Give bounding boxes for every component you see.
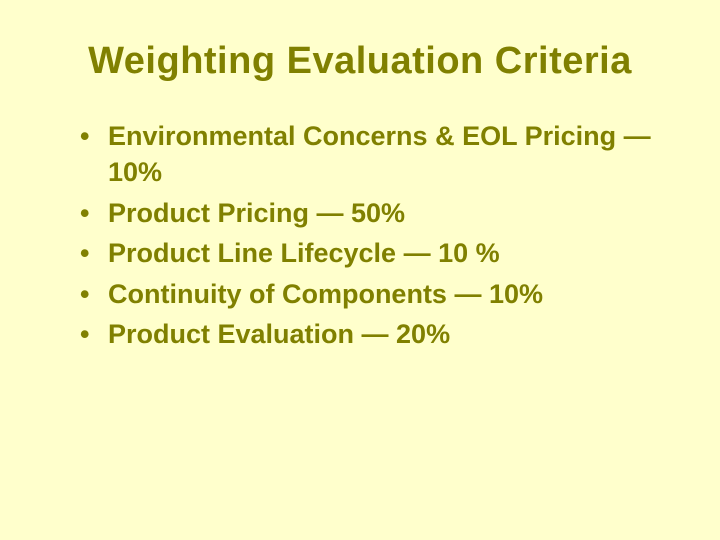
bullet-item: Environmental Concerns & EOL Pricing — 1… — [80, 118, 660, 191]
bullet-item: Product Pricing — 50% — [80, 195, 660, 231]
slide-title: Weighting Evaluation Criteria — [60, 40, 660, 83]
bullet-item: Product Line Lifecycle — 10 % — [80, 235, 660, 271]
bullet-item: Continuity of Components — 10% — [80, 276, 660, 312]
bullet-list: Environmental Concerns & EOL Pricing — 1… — [60, 118, 660, 353]
bullet-item: Product Evaluation — 20% — [80, 316, 660, 352]
slide-container: Weighting Evaluation Criteria Environmen… — [0, 0, 720, 540]
